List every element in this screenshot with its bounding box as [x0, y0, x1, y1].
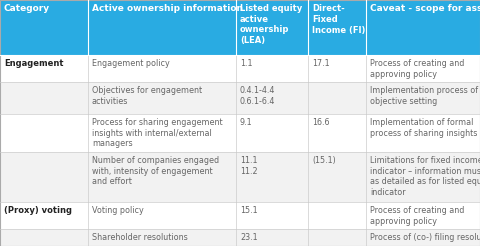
- Bar: [0, 152, 480, 202]
- Text: Voting policy: Voting policy: [92, 206, 144, 215]
- Text: Number of companies engaged
with, intensity of engagement
and effort: Number of companies engaged with, intens…: [92, 156, 219, 186]
- Text: 0.4.1-4.4
0.6.1-6.4: 0.4.1-4.4 0.6.1-6.4: [240, 86, 276, 106]
- Text: 17.1: 17.1: [312, 59, 330, 68]
- Text: Objectives for engagement
activities: Objectives for engagement activities: [92, 86, 202, 106]
- Text: Engagement policy: Engagement policy: [92, 59, 170, 68]
- Text: Listed equity
active
ownership
(LEA): Listed equity active ownership (LEA): [240, 4, 302, 45]
- Bar: [0, 202, 480, 229]
- Text: 9.1: 9.1: [240, 118, 252, 127]
- Text: 1.1: 1.1: [240, 59, 252, 68]
- Bar: [366, 0, 480, 55]
- Text: Process of (co-) filing resolutions: Process of (co-) filing resolutions: [370, 233, 480, 242]
- Text: Process of creating and
approving policy: Process of creating and approving policy: [370, 206, 464, 226]
- Text: (15.1): (15.1): [312, 156, 336, 165]
- Text: Limitations for fixed income
indicator – information must be
as detailed as for : Limitations for fixed income indicator –…: [370, 156, 480, 197]
- Text: Shareholder resolutions: Shareholder resolutions: [92, 233, 188, 242]
- Bar: [0, 55, 480, 82]
- Text: (Proxy) voting: (Proxy) voting: [4, 206, 72, 215]
- Text: Process for sharing engagement
insights with internal/external
managers: Process for sharing engagement insights …: [92, 118, 223, 149]
- Text: Implementation process of
objective setting: Implementation process of objective sett…: [370, 86, 478, 106]
- Text: Direct-
Fixed
Income (FI): Direct- Fixed Income (FI): [312, 4, 365, 34]
- Bar: [308, 0, 366, 55]
- Bar: [236, 0, 308, 55]
- Text: Implementation of formal
process of sharing insights: Implementation of formal process of shar…: [370, 118, 478, 138]
- Text: Engagement: Engagement: [4, 59, 63, 68]
- Text: 15.1: 15.1: [240, 206, 258, 215]
- Text: 16.6: 16.6: [312, 118, 329, 127]
- Bar: [0, 114, 480, 152]
- Bar: [0, 82, 480, 114]
- Text: Caveat - scope for assurance: Caveat - scope for assurance: [370, 4, 480, 13]
- Text: Active ownership information: Active ownership information: [92, 4, 243, 13]
- Bar: [88, 0, 236, 55]
- Text: 23.1: 23.1: [240, 233, 258, 242]
- Text: 11.1
11.2: 11.1 11.2: [240, 156, 258, 176]
- Bar: [0, 229, 480, 246]
- Text: Process of creating and
approving policy: Process of creating and approving policy: [370, 59, 464, 79]
- Text: Category: Category: [4, 4, 50, 13]
- Bar: [0, 0, 88, 55]
